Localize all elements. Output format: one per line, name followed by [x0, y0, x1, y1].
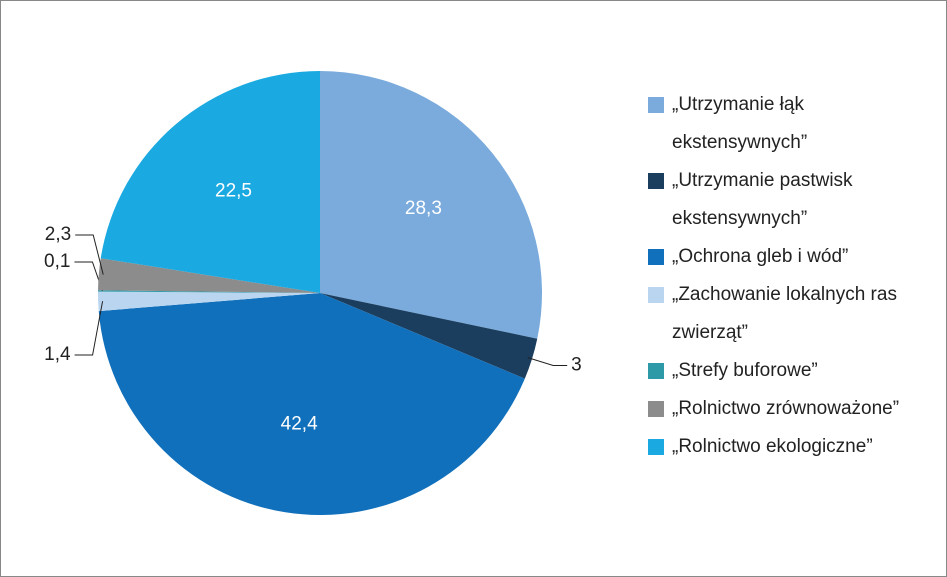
pie-slice [320, 71, 542, 339]
legend-label: „Utrzymanie łąk ekstensywnych” [672, 94, 808, 153]
legend-item: „Rolnictwo zrównoważone” [648, 390, 938, 428]
legend-label: „Rolnictwo zrównoważone” [672, 398, 900, 419]
legend-swatch [648, 173, 664, 189]
leader-line [74, 301, 104, 356]
legend-swatch [648, 439, 664, 455]
legend-item: „Strefy buforowe” [648, 352, 938, 390]
legend-item: „Utrzymanie pastwisk ekstensywnych” [648, 162, 938, 238]
data-label: 22,5 [215, 181, 252, 202]
legend-swatch [648, 249, 664, 265]
data-label: 3 [571, 355, 582, 376]
legend-item: „Rolnictwo ekologiczne” [648, 428, 938, 466]
legend-swatch [648, 363, 664, 379]
legend-label: „Utrzymanie pastwisk ekstensywnych” [672, 170, 853, 229]
leader-line [527, 357, 568, 367]
pie-slice [98, 293, 525, 516]
data-label: 0,1 [44, 251, 70, 272]
legend-swatch [648, 97, 664, 113]
legend-label: „Strefy buforowe” [672, 360, 818, 381]
legend-label: „Ochrona gleb i wód” [672, 246, 849, 267]
legend-item: „Ochrona gleb i wód” [648, 238, 938, 276]
legend-label: „Zachowanie lokalnych ras zwierząt” [672, 284, 897, 343]
pie-slice [98, 290, 320, 293]
legend-item: „Utrzymanie łąk ekstensywnych” [648, 86, 938, 162]
legend-swatch [648, 287, 664, 303]
data-label: 28,3 [405, 198, 442, 219]
data-label: 1,4 [44, 344, 71, 365]
pie-slice [100, 71, 320, 293]
data-label: 42,4 [281, 414, 318, 435]
legend: „Utrzymanie łąk ekstensywnych” „Utrzymani… [648, 86, 938, 466]
pie-slice [97, 291, 320, 312]
leader-line [75, 234, 104, 275]
legend-swatch [648, 401, 664, 417]
legend-item: „Zachowanie lokalnych ras zwierząt” [648, 276, 938, 352]
legend-label: „Rolnictwo ekologiczne” [672, 436, 873, 457]
pie-slice [320, 293, 538, 379]
data-label: 2,3 [45, 224, 71, 245]
pie-slice [98, 258, 321, 293]
